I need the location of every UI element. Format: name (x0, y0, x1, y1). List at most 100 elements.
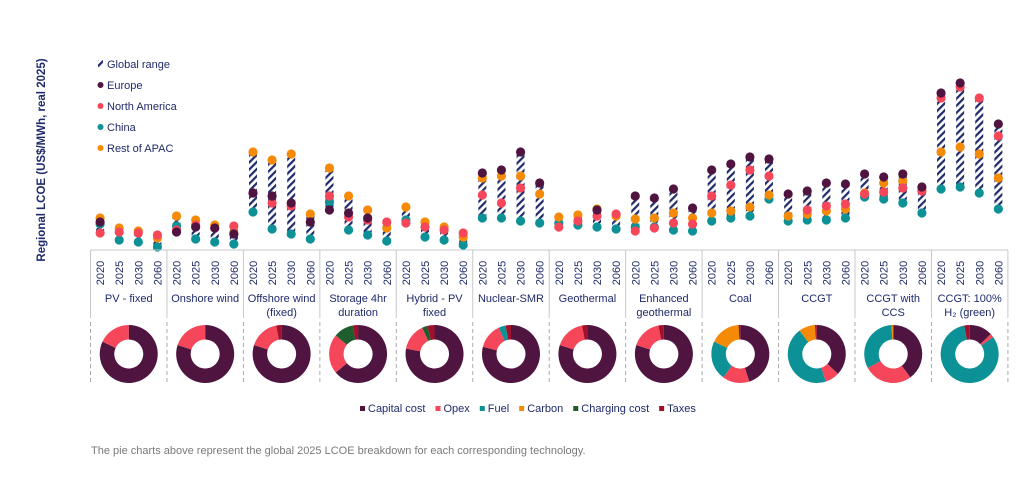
series-legend: Global range Europe North America China Rest… (97, 59, 178, 155)
pie-legend-label-opex: Opex (443, 403, 470, 415)
category-label: PV - fixed (105, 293, 153, 305)
pie-slice-fuel (787, 330, 826, 383)
legend-label-na: North America (107, 101, 178, 113)
pie-slice-fuel (864, 325, 893, 368)
year-tick-label: 2030 (821, 261, 833, 285)
point-europe (95, 217, 105, 227)
point-apac (286, 149, 296, 159)
legend-dot-apac-icon (97, 145, 104, 151)
pie-slice-capital (558, 325, 617, 384)
point-apac (936, 147, 946, 157)
pie-slice-charging (422, 325, 431, 341)
point-europe (936, 88, 946, 98)
global-range-bar (860, 174, 869, 197)
point-na (840, 199, 851, 209)
year-tick-label: 2030 (668, 261, 680, 285)
point-na (458, 228, 468, 238)
point-na (764, 171, 774, 181)
year-tick-label: 2030 (974, 261, 986, 285)
point-europe (324, 205, 335, 215)
category-axis: 2020 2025 2030 2060 PV - fixed 2020 2025 2030 20… (90, 249, 1009, 382)
point-europe (267, 191, 277, 201)
point-apac (764, 190, 774, 200)
year-tick-label: 2020 (172, 261, 184, 285)
point-apac (726, 206, 736, 216)
pie-slice-opex (482, 327, 505, 351)
pie-slice-opex (867, 360, 911, 383)
point-china (191, 234, 201, 244)
point-apac (955, 142, 965, 152)
pie-legend-swatch-carbon-icon (519, 406, 525, 411)
point-europe (879, 172, 889, 182)
global-range-bar (726, 164, 735, 218)
point-europe (535, 178, 545, 188)
pie-slice-capital (335, 325, 388, 383)
point-china (917, 208, 927, 218)
year-tick-label: 2030 (592, 261, 604, 285)
point-na (114, 227, 124, 237)
year-tick-label: 2020 (554, 261, 566, 285)
category-label: geothermal (636, 307, 691, 319)
pie-slice-taxes (964, 325, 970, 340)
point-europe (993, 119, 1003, 129)
point-europe (515, 147, 526, 157)
category-label: H₂ (green) (944, 307, 995, 319)
point-apac (993, 173, 1003, 183)
pie-legend-swatch-capital-icon (360, 406, 365, 411)
pie-legend-swatch-opex-icon (435, 406, 441, 411)
point-europe (687, 203, 698, 213)
year-tick-label: 2030 (439, 261, 451, 285)
point-europe (248, 188, 258, 198)
legend-dot-na-icon (97, 103, 104, 109)
point-europe (764, 154, 774, 164)
point-europe (821, 178, 831, 188)
pie-legend-label-charging: Charging cost (581, 403, 649, 415)
pie-legend-swatch-taxes-icon (659, 406, 665, 411)
year-tick-label: 2060 (152, 261, 164, 285)
year-tick-label: 2060 (917, 261, 929, 285)
pie-slice-capital (99, 325, 158, 383)
year-tick-label: 2025 (573, 261, 585, 285)
point-na (401, 218, 411, 228)
point-europe (783, 189, 793, 199)
category-label: CCS (882, 307, 905, 319)
pie-slice-taxes (505, 325, 511, 340)
pie-slice-capital (893, 325, 923, 378)
point-china (668, 225, 679, 235)
point-china (248, 207, 258, 217)
point-china (515, 216, 526, 226)
point-na (707, 191, 717, 201)
point-china (936, 184, 946, 194)
point-na (879, 187, 889, 197)
pie-legend-label-carbon: Carbon (527, 403, 563, 415)
point-europe (840, 179, 851, 189)
year-tick-label: 2020 (936, 261, 948, 285)
point-europe (917, 182, 927, 192)
global-range-bar (401, 207, 410, 223)
year-tick-label: 2025 (114, 261, 126, 285)
pie-legend-swatch-fuel-icon (479, 406, 485, 411)
category-label: CCGT (801, 293, 832, 305)
year-tick-label: 2025 (496, 261, 508, 285)
point-apac (974, 149, 984, 159)
global-range-bar (325, 168, 334, 210)
point-china (363, 230, 373, 240)
pie-slice-opex (723, 365, 750, 383)
category-label: CCGT with (866, 293, 920, 305)
global-range-bar (287, 154, 296, 234)
point-na (974, 93, 984, 103)
global-range-bar (784, 194, 793, 221)
point-europe (592, 205, 602, 215)
year-tick-label: 2025 (879, 261, 891, 285)
point-china (687, 226, 698, 236)
point-na (554, 222, 564, 232)
category-label: (fixed) (266, 307, 297, 319)
pie-slice-opex (559, 325, 585, 350)
year-tick-label: 2060 (840, 261, 852, 285)
point-na (668, 218, 679, 228)
point-na (382, 217, 392, 227)
legend-label-china: China (107, 122, 137, 134)
point-china (343, 225, 354, 235)
point-na (821, 201, 831, 211)
legend-hatch-swatch-icon (98, 60, 103, 67)
